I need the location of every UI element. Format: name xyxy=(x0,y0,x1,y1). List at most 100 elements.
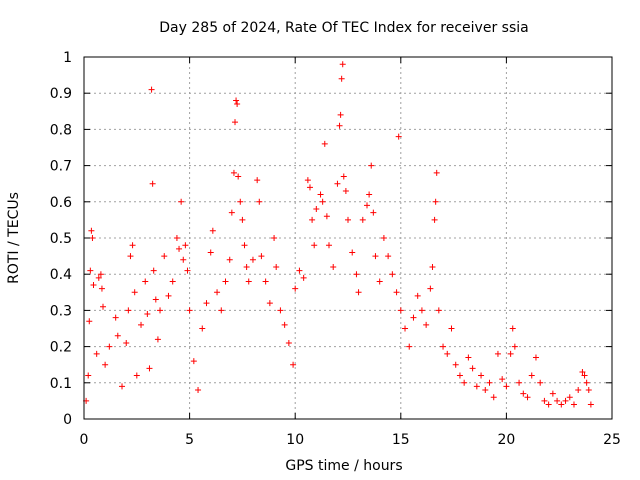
data-point xyxy=(385,253,392,260)
y-tick-label: 0.3 xyxy=(50,303,72,319)
data-point xyxy=(249,256,256,263)
data-point xyxy=(281,321,288,328)
data-point xyxy=(97,271,104,278)
data-point xyxy=(429,263,436,270)
data-point xyxy=(336,122,343,129)
data-point xyxy=(532,354,539,361)
data-point xyxy=(461,379,468,386)
data-point xyxy=(207,249,214,256)
data-point xyxy=(144,311,151,318)
data-point xyxy=(368,162,375,169)
y-tick-label: 0.5 xyxy=(50,231,72,247)
data-point xyxy=(473,383,480,390)
data-point xyxy=(465,354,472,361)
y-tick-label: 0.9 xyxy=(50,86,72,102)
data-point xyxy=(87,267,94,274)
data-point xyxy=(541,397,548,404)
data-point xyxy=(364,202,371,209)
data-point xyxy=(161,253,168,260)
data-point xyxy=(372,253,379,260)
data-point xyxy=(499,376,506,383)
data-point xyxy=(325,242,332,249)
y-tick-label: 0 xyxy=(63,412,72,428)
data-point xyxy=(90,282,97,289)
data-point xyxy=(507,350,514,357)
data-point xyxy=(319,198,326,205)
data-point xyxy=(321,140,328,147)
data-point xyxy=(222,278,229,285)
data-point xyxy=(262,278,269,285)
data-point xyxy=(304,177,311,184)
x-tick-label: 25 xyxy=(603,432,621,448)
data-point xyxy=(338,75,345,82)
data-point xyxy=(150,267,157,274)
data-point xyxy=(290,361,297,368)
data-point xyxy=(237,198,244,205)
data-point xyxy=(397,307,404,314)
data-point xyxy=(173,235,180,241)
data-point xyxy=(300,274,307,281)
data-point xyxy=(317,191,324,198)
data-point xyxy=(528,372,535,379)
x-tick-label: 15 xyxy=(392,432,410,448)
data-point xyxy=(554,397,561,404)
grid xyxy=(84,57,612,419)
y-axis-label: ROTI / TECUs xyxy=(6,192,22,284)
data-point xyxy=(102,361,109,368)
data-point xyxy=(570,401,577,408)
data-point xyxy=(427,285,434,292)
data-point xyxy=(423,321,430,328)
data-point xyxy=(406,343,413,350)
data-point xyxy=(313,206,320,213)
data-point xyxy=(266,300,273,307)
chart-title: Day 285 of 2024, Rate Of TEC Index for r… xyxy=(159,20,528,36)
data-point xyxy=(127,253,134,260)
x-tick-label: 10 xyxy=(286,432,304,448)
data-point xyxy=(146,365,153,372)
y-tick-label: 0.4 xyxy=(50,267,72,283)
data-point xyxy=(562,397,569,404)
x-axis-label: GPS time / hours xyxy=(285,458,402,474)
data-point xyxy=(106,343,113,350)
data-point xyxy=(131,289,138,296)
data-point xyxy=(245,278,252,285)
y-tick-label: 0.7 xyxy=(50,159,72,175)
data-point xyxy=(218,307,225,314)
data-point xyxy=(157,307,164,314)
y-tick-label: 0.1 xyxy=(50,376,72,392)
data-point xyxy=(349,249,356,256)
data-point xyxy=(355,289,362,296)
data-point xyxy=(178,198,185,205)
data-point xyxy=(376,278,383,285)
data-point xyxy=(258,253,265,260)
data-point xyxy=(433,169,440,176)
data-point xyxy=(516,379,523,386)
y-tick-label: 0.6 xyxy=(50,195,72,211)
data-point xyxy=(309,216,316,223)
data-point xyxy=(256,198,263,205)
data-point xyxy=(410,314,417,321)
data-point xyxy=(190,358,197,365)
data-point xyxy=(148,86,155,93)
data-point xyxy=(296,267,303,274)
data-point xyxy=(482,387,489,394)
data-point xyxy=(469,365,476,372)
data-point xyxy=(587,401,594,408)
y-tick-label: 1 xyxy=(63,50,72,66)
data-point xyxy=(380,235,387,241)
data-point xyxy=(345,216,351,223)
data-point xyxy=(182,242,189,249)
data-point xyxy=(337,111,344,118)
data-point xyxy=(395,133,402,140)
data-point xyxy=(226,256,233,263)
data-point xyxy=(86,318,93,325)
y-axis: 0 0.1 0.2 0.3 0.4 0.5 0.6 0.7 0.8 0.9 1 xyxy=(50,50,612,428)
data-point xyxy=(186,307,193,314)
data-point xyxy=(334,180,341,187)
data-point xyxy=(138,321,145,328)
data-point xyxy=(585,387,592,394)
data-point xyxy=(520,390,527,397)
data-point xyxy=(402,325,409,332)
data-point xyxy=(243,263,250,270)
